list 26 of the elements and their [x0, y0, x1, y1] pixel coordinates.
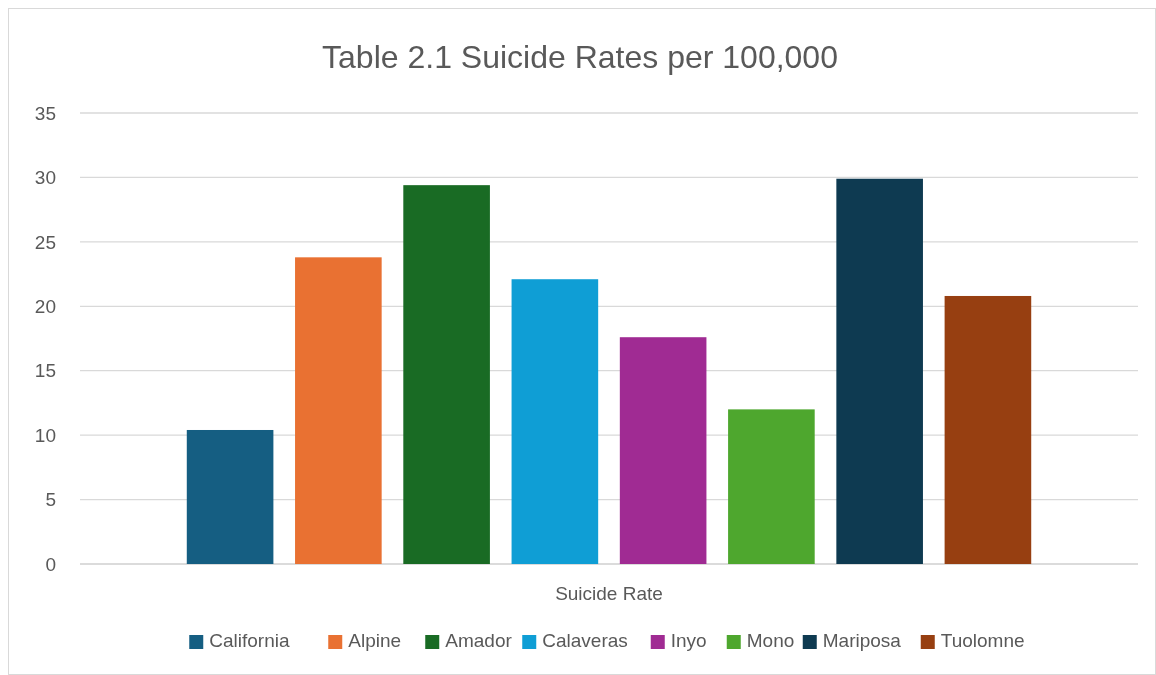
legend-label: Mono	[746, 630, 795, 651]
y-tick-label: 30	[34, 167, 56, 189]
y-tick-label: 10	[34, 424, 56, 446]
chart-title: Table 2.1 Suicide Rates per 100,000	[322, 39, 838, 75]
bar	[836, 178, 923, 564]
bar	[944, 295, 1032, 564]
bar	[295, 257, 382, 564]
legend-label: Inyo	[670, 630, 707, 651]
x-tick-label: Suicide Rate	[555, 583, 663, 604]
bar	[186, 429, 274, 564]
y-tick-label: 5	[45, 489, 56, 511]
y-tick-label: 25	[34, 231, 56, 253]
y-tick-label: 20	[34, 295, 56, 317]
bar	[511, 279, 599, 564]
bar	[403, 185, 490, 564]
legend-label: Tuolomne	[940, 630, 1025, 651]
y-tick-label: 35	[34, 102, 56, 124]
legend-label: California	[209, 630, 290, 651]
bar	[728, 409, 815, 564]
legend-label: Mariposa	[822, 630, 902, 651]
legend-label: Amador	[445, 630, 513, 651]
bar	[619, 337, 707, 564]
legend-label: Alpine	[348, 630, 402, 651]
y-tick-label: 0	[45, 553, 56, 575]
y-tick-label: 15	[34, 360, 56, 382]
legend-label: Calaveras	[542, 630, 628, 651]
